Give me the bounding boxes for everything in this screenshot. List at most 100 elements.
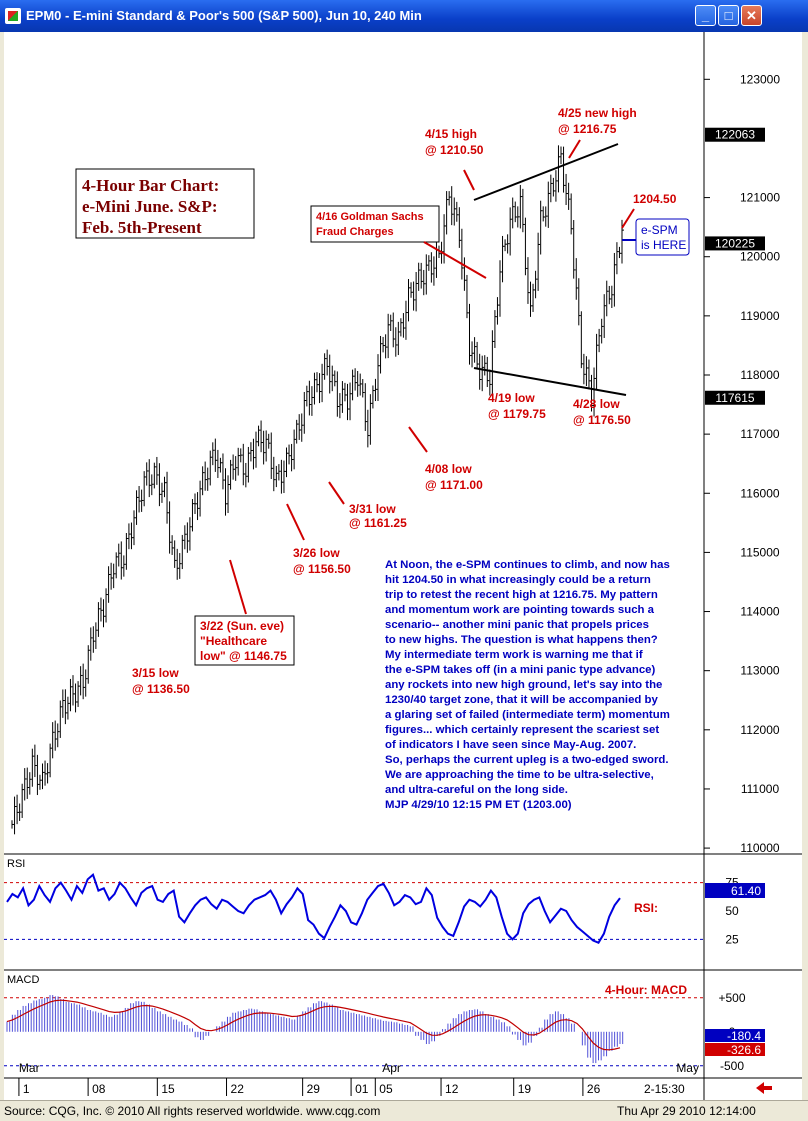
price-marker-box — [705, 236, 765, 251]
low-326-line-1: 3/26 low — [293, 546, 340, 560]
price-tick-label: 123000 — [740, 72, 780, 86]
price-markers: 122063 120225 117615 — [705, 127, 765, 405]
price-tick-label: 113000 — [740, 664, 779, 678]
high-415-pointer — [463, 169, 475, 191]
price-marker-label: 117615 — [715, 391, 754, 405]
espm-box — [635, 218, 690, 256]
month-label: Apr — [382, 1061, 401, 1075]
app-icon — [5, 8, 21, 24]
healthcare-line-1: 3/22 (Sun. eve) — [200, 619, 284, 633]
macd-current-box — [705, 1029, 765, 1042]
level-1204-pointer — [621, 208, 635, 229]
day-label: 12 — [445, 1082, 459, 1096]
commentary-line: any rockets into new high ground, let's … — [385, 679, 662, 691]
day-label: 22 — [231, 1082, 245, 1096]
commentary-line: and momentum work are pointing towards s… — [385, 604, 655, 616]
price-tick-label: 112000 — [740, 723, 779, 737]
low-315-line-2: @ 1136.50 — [132, 682, 190, 696]
title-box-line-3: Feb. 5th-Present — [82, 218, 202, 237]
title-box — [75, 168, 255, 239]
healthcare-line-2: "Healthcare — [200, 634, 267, 648]
commentary-line: 1230/40 target zone, that it will be acc… — [385, 694, 658, 706]
macd-current-value: -180.4 — [727, 1029, 761, 1043]
low-428-line-2: @ 1176.50 — [573, 413, 631, 427]
price-tick-label: 114000 — [740, 605, 779, 619]
goldman-line-1: 4/16 Goldman Sachs — [316, 211, 424, 223]
price-axis-ticks: 110000 111000 112000 113000 114000 115000 1160… — [704, 72, 780, 855]
price-axis-background — [704, 32, 802, 1100]
commentary-line: MJP 4/29/10 12:15 PM ET (1203.00) — [385, 799, 572, 811]
rsi-panel-label: RSI — [7, 858, 25, 870]
macd-legend: 4-Hour: MACD — [605, 983, 687, 997]
low-428-line-1: 4/28 low — [573, 397, 620, 411]
rsi-tick-label: 25 — [725, 932, 739, 946]
commentary-line: At Noon, the e-SPM continues to climb, a… — [385, 559, 670, 571]
high-425-line-1: 4/25 new high — [558, 106, 637, 120]
day-label: 01 — [355, 1082, 369, 1096]
macd-signal-box — [705, 1043, 765, 1056]
title-box-line-2: e-Mini June. S&P: — [82, 197, 218, 216]
status-datetime: Thu Apr 29 2010 12:14:00 — [617, 1104, 756, 1118]
commentary-line: scenario-- another mini panic that prope… — [385, 619, 649, 631]
commentary-line: of indicators I have seen since May-Aug.… — [385, 739, 636, 751]
price-bars — [11, 145, 624, 835]
high-425-line-2: @ 1216.75 — [558, 122, 617, 136]
day-label: 05 — [379, 1082, 393, 1096]
day-label: 19 — [518, 1082, 532, 1096]
low-331-line-1: 3/31 low — [349, 502, 396, 516]
commentary-line: figures... which certainly represent the… — [385, 724, 659, 736]
low-408-pointer — [408, 426, 428, 453]
macd-panel-label: MACD — [7, 974, 39, 986]
day-label: 15 — [161, 1082, 175, 1096]
level-1204-label: 1204.50 — [633, 192, 677, 206]
commentary-text: At Noon, the e-SPM continues to climb, a… — [385, 559, 670, 811]
low-326-pointer — [286, 503, 305, 541]
macd-grid: +5000-500 — [4, 991, 746, 1073]
lower-trendline — [473, 367, 627, 396]
macd-histogram — [6, 995, 624, 1064]
goldman-line-2: Fraud Charges — [316, 226, 394, 238]
chart-area[interactable]: 110000 111000 112000 113000 114000 115000 1160… — [4, 32, 802, 1100]
rsi-current-box — [705, 883, 765, 898]
price-tick-label: 116000 — [740, 486, 779, 500]
price-tick-label: 119000 — [740, 309, 779, 323]
status-source: Source: CQG, Inc. © 2010 All rights rese… — [4, 1104, 381, 1118]
goldman-pointer — [423, 241, 487, 279]
price-tick-label: 120000 — [740, 250, 780, 264]
low-326-line-2: @ 1156.50 — [293, 562, 351, 576]
healthcare-line-3: low" @ 1146.75 — [200, 649, 287, 663]
high-425-pointer — [568, 139, 581, 159]
commentary-line: hit 1204.50 in what increasingly could b… — [385, 574, 651, 586]
month-label: Mar — [19, 1061, 40, 1075]
rsi-current-value: 61.40 — [731, 884, 761, 898]
price-tick-label: 117000 — [740, 427, 779, 441]
commentary-line: trip to retest the recent high at 1216.7… — [385, 589, 658, 601]
close-button[interactable]: ✕ — [741, 5, 762, 26]
commentary-line: to new highs. The question is what happe… — [385, 634, 658, 646]
commentary-line: We are approaching the time to be ultra-… — [385, 769, 654, 781]
low-419-line-1: 4/19 low — [488, 391, 535, 405]
rsi-tick-label: 50 — [725, 904, 739, 918]
macd-signal-value: -326.6 — [727, 1043, 761, 1057]
macd-signal-line — [6, 999, 621, 1051]
maximize-button[interactable]: □ — [718, 5, 739, 26]
low-331-pointer — [328, 481, 345, 505]
high-415-line-1: 4/15 high — [425, 127, 477, 141]
price-tick-label: 121000 — [740, 191, 780, 205]
commentary-line: So, perhaps the current upleg is a two-e… — [385, 754, 669, 766]
healthcare-pointer — [229, 559, 247, 615]
price-tick-label: 110000 — [740, 841, 779, 855]
espm-line-1: e-SPM — [641, 223, 678, 237]
macd-tick-label: -500 — [720, 1059, 744, 1073]
window-titlebar[interactable]: EPM0 - E-mini Standard & Poor's 500 (S&P… — [0, 0, 808, 32]
price-tick-label: 115000 — [740, 545, 779, 559]
scroll-arrow-icon[interactable] — [756, 1082, 772, 1094]
low-408-line-2: @ 1171.00 — [425, 478, 483, 492]
price-tick-label: 118000 — [740, 368, 779, 382]
month-label: May — [676, 1061, 699, 1075]
minimize-button[interactable]: _ — [695, 5, 716, 26]
date-axis: Mar Apr May 1 08 15 22 29 01 05 12 19 26 — [18, 1061, 699, 1096]
day-label: 29 — [307, 1082, 321, 1096]
commentary-line: My intermediate term work is warning me … — [385, 649, 643, 661]
healthcare-box — [194, 615, 295, 666]
